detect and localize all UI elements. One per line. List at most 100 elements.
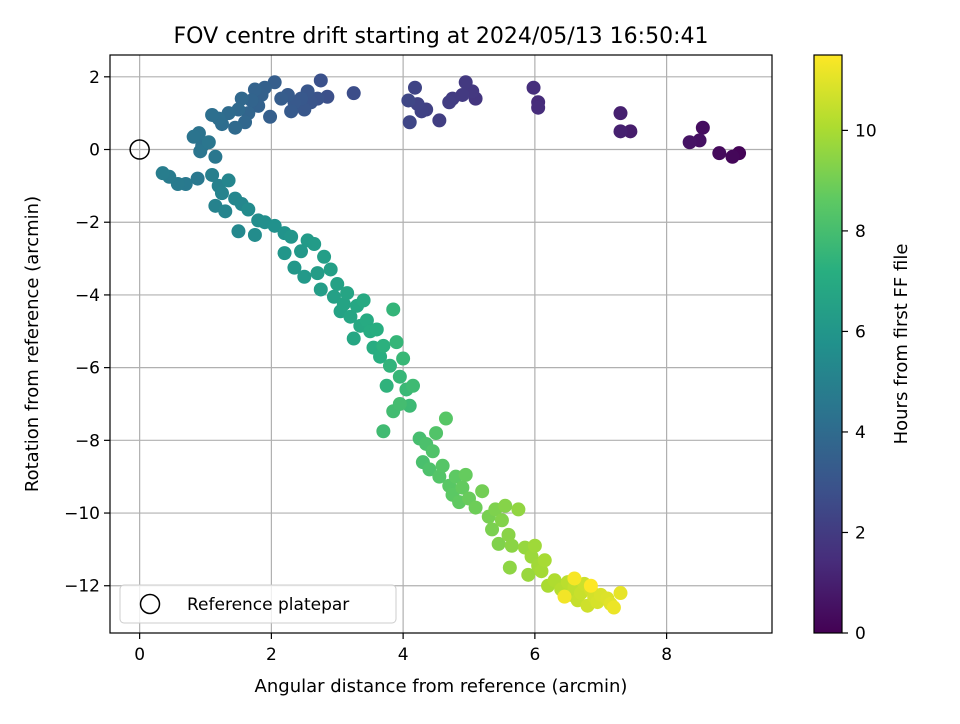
x-axis-label: Angular distance from reference (arcmin) (255, 676, 628, 697)
x-tick-label: 0 (134, 645, 145, 665)
scatter-point (247, 82, 262, 97)
colorbar-tick-label: 8 (855, 222, 866, 242)
scatter-point (336, 297, 351, 312)
legend-box (119, 584, 397, 624)
scatter-point (284, 229, 299, 244)
scatter-point (214, 186, 229, 201)
scatter-point (712, 146, 727, 161)
scatter-point (537, 553, 552, 568)
y-tick-label: −8 (75, 431, 100, 451)
chart-title: FOV centre drift starting at 2024/05/13 … (174, 24, 709, 49)
scatter-point (340, 286, 355, 301)
scatter-point (389, 335, 404, 350)
colorbar-tick-label: 6 (855, 322, 866, 342)
scatter-point (330, 277, 345, 292)
colorbar-gradient (813, 54, 843, 634)
scatter-point (234, 91, 249, 106)
scatter-point (455, 480, 470, 495)
scatter-point (228, 120, 243, 135)
scatter-point (613, 586, 628, 601)
scatter-point (425, 444, 440, 459)
scatter-point (346, 331, 361, 346)
scatter-point (502, 560, 517, 575)
scatter-point (346, 86, 361, 101)
x-axis-ticks: 0 2 4 6 8 (134, 633, 672, 665)
scatter-point (583, 578, 598, 593)
scatter-point (294, 244, 309, 259)
scatter-point (307, 237, 322, 252)
scatter-point (186, 129, 201, 144)
colorbar-tick-label: 4 (855, 423, 866, 443)
scatter-point (422, 462, 437, 477)
scatter-point (190, 171, 205, 186)
scatter-point (429, 426, 444, 441)
scatter-point (567, 571, 582, 586)
colorbar-ticks: 0 2 4 6 8 10 (842, 121, 877, 644)
scatter-point (201, 135, 216, 150)
scatter-point (504, 538, 519, 553)
scatter-point (432, 469, 447, 484)
scatter-point (205, 107, 220, 122)
scatter-point (695, 120, 710, 135)
scatter-point (369, 322, 384, 337)
scatter-point (526, 80, 541, 95)
legend-label: Reference platepar (187, 595, 349, 615)
scatter-point (432, 113, 447, 128)
scatter-point (221, 173, 236, 188)
scatter-point (277, 246, 292, 261)
colorbar-tick-label: 0 (855, 624, 866, 644)
scatter-point (511, 502, 526, 517)
x-tick-label: 6 (529, 645, 540, 665)
scatter-point (231, 224, 246, 239)
reference-platepar-marker (129, 139, 150, 160)
legend: Reference platepar (119, 584, 397, 624)
plot-background (110, 55, 772, 633)
y-axis-ticks: 2 0 −2 −4 −6 −8 −10 −12 (64, 68, 110, 597)
scatter-point (356, 293, 371, 308)
scatter-point (527, 538, 542, 553)
plot-frame (109, 54, 773, 634)
scatter-point (407, 80, 422, 95)
scatter-point (468, 500, 483, 515)
scatter-point (274, 91, 289, 106)
scatter-point (501, 527, 516, 542)
scatter-point (438, 411, 453, 426)
x-tick-label: 8 (661, 645, 672, 665)
scatter-point (606, 600, 621, 615)
scatter-point (287, 260, 302, 275)
y-tick-label: 2 (89, 68, 100, 88)
colorbar: 0 2 4 6 8 10 Hours from first FF file (813, 54, 912, 644)
scatter-point (263, 109, 278, 124)
y-tick-label: −2 (75, 213, 100, 233)
scatter-point (392, 396, 407, 411)
scatter-points (155, 73, 747, 615)
scatter-point (458, 75, 473, 90)
scatter-point (297, 102, 312, 117)
scatter-point (267, 218, 282, 233)
scatter-point (401, 93, 416, 108)
scatter-point (310, 266, 325, 281)
scatter-point (376, 338, 391, 353)
scatter-point (491, 536, 506, 551)
scatter-point (208, 149, 223, 164)
scatter-point (682, 135, 697, 150)
scatter-point (392, 369, 407, 384)
scatter-point (205, 167, 220, 182)
y-tick-label: 0 (89, 141, 100, 161)
scatter-point (313, 73, 328, 88)
y-axis-label: Rotation from reference (arcmin) (22, 196, 43, 492)
y-tick-label: −6 (75, 359, 100, 379)
scatter-point (317, 249, 332, 264)
scatter-point (323, 262, 338, 277)
scatter-point (241, 202, 256, 217)
scatter-point (379, 378, 394, 393)
scatter-point (531, 100, 546, 115)
scatter-point (313, 282, 328, 297)
legend-marker-open-circle (139, 593, 161, 615)
scatter-point (386, 302, 401, 317)
scatter-point (193, 144, 208, 159)
scatter-point (521, 567, 536, 582)
scatter-point (373, 349, 388, 364)
colorbar-tick-label: 10 (855, 121, 877, 141)
